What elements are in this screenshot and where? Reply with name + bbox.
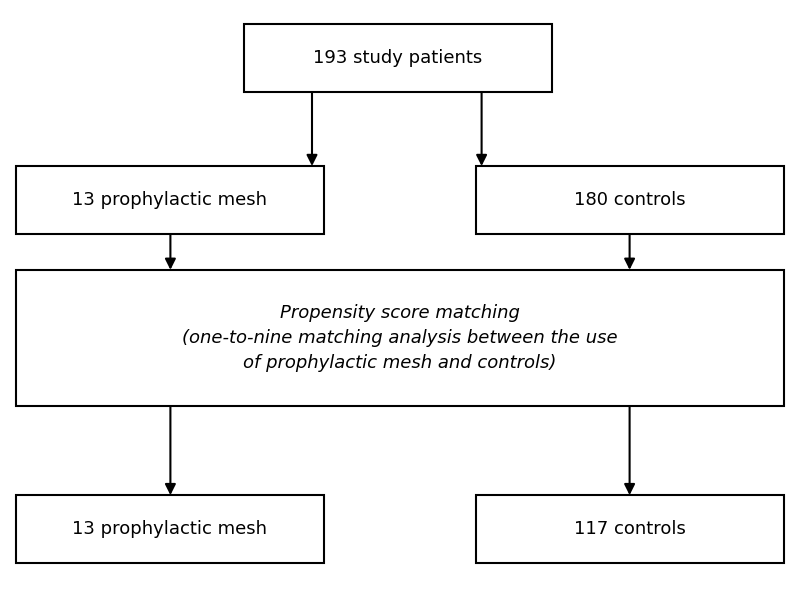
Text: 180 controls: 180 controls — [574, 191, 686, 209]
FancyBboxPatch shape — [476, 166, 784, 234]
Text: 13 prophylactic mesh: 13 prophylactic mesh — [73, 191, 267, 209]
Text: 193 study patients: 193 study patients — [314, 49, 482, 67]
Text: Propensity score matching
(one-to-nine matching analysis between the use
of prop: Propensity score matching (one-to-nine m… — [182, 304, 618, 372]
Text: 13 prophylactic mesh: 13 prophylactic mesh — [73, 520, 267, 538]
FancyBboxPatch shape — [16, 495, 324, 563]
FancyBboxPatch shape — [16, 166, 324, 234]
FancyBboxPatch shape — [476, 495, 784, 563]
FancyBboxPatch shape — [244, 24, 552, 92]
FancyBboxPatch shape — [16, 270, 784, 406]
Text: 117 controls: 117 controls — [574, 520, 686, 538]
